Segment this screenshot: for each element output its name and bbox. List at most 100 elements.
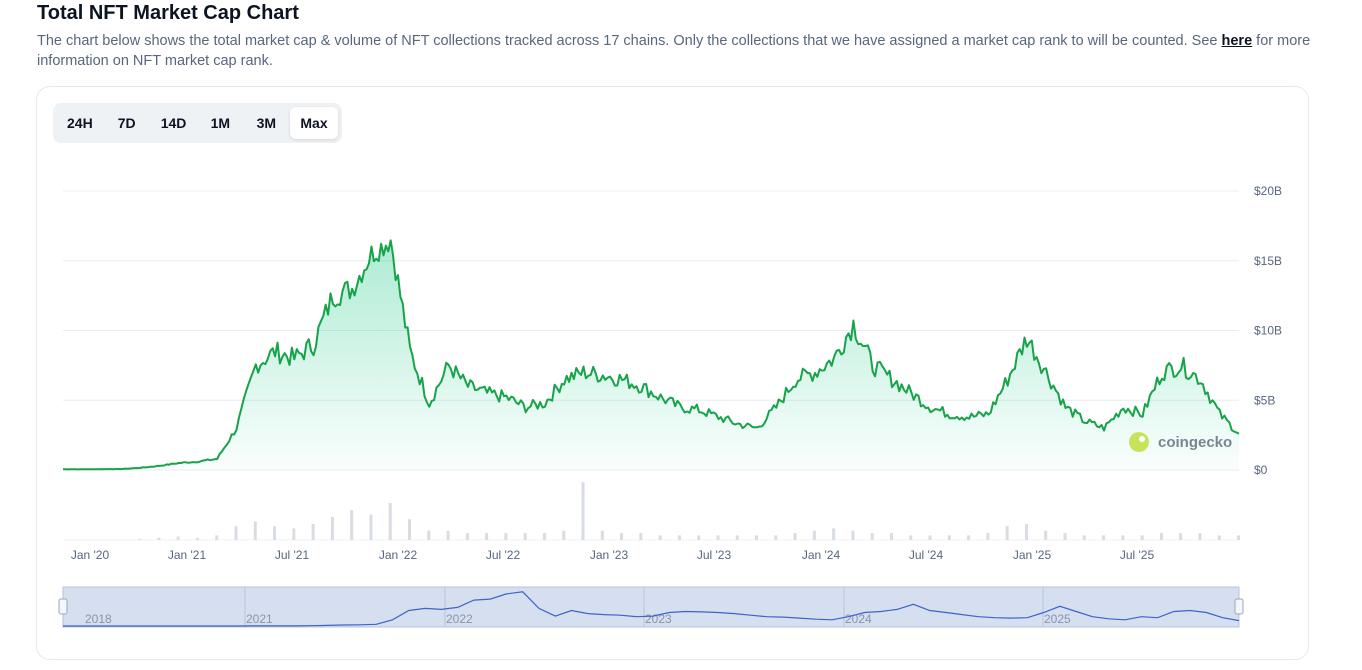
volume-bar [195,537,199,540]
navigator-tick-label: 2025 [1044,612,1071,626]
volume-bar [157,537,161,540]
volume-bar [138,538,142,540]
volume-bar [273,526,277,540]
volume-bar [832,528,836,540]
volume-bar [697,535,701,540]
range-navigator[interactable]: 2018 2021 2022 2023 2024 2025 [58,586,1244,628]
y-tick-label: $10B [1254,324,1282,338]
volume-bar [581,482,585,540]
market-cap-area [63,240,1239,470]
x-tick-label: Jul '24 [909,548,944,562]
volume-bar [523,533,527,540]
chart-description: The chart below shows the total market c… [37,31,1317,71]
coingecko-logo-eye-icon [1139,436,1145,442]
y-gridlines [63,190,1239,541]
volume-bar [253,521,257,540]
range-tab-max[interactable]: Max [290,107,338,139]
navigator-right-handle[interactable] [1234,598,1244,615]
description-text-end: for more information on NFT market cap r… [37,33,1311,69]
volume-bar [1237,535,1240,540]
volume-bar [986,533,990,540]
volume-bar [774,535,778,540]
volume-bar [562,530,566,540]
volume-bar [716,535,720,540]
coingecko-watermark: coingecko [1129,432,1232,452]
volume-bar [967,535,971,540]
x-tick-label: Jul '25 [1120,548,1155,562]
volume-bar [1063,533,1067,540]
volume-bar [928,535,932,540]
volume-bar [1179,533,1183,540]
volume-bar [851,530,855,540]
volume-bar [1217,535,1221,540]
range-tab-3m[interactable]: 3M [256,115,277,131]
volume-bar [427,530,431,540]
volume-bar [292,528,296,540]
volume-bar [465,533,469,540]
volume-bar [1159,533,1163,540]
volume-bar [620,533,624,540]
volume-bar [542,533,546,540]
navigator-left-handle[interactable] [58,598,68,615]
navigator-tick-label: 2018 [85,612,112,626]
time-range-tabs: 24H 7D 14D 1M 3M Max [53,103,342,143]
volume-bar [485,533,489,540]
y-tick-label: $5B [1254,393,1275,407]
volume-bar [1198,533,1202,540]
volume-bar [369,514,373,540]
volume-bar [1140,535,1144,540]
y-tick-label: $20B [1254,184,1282,198]
volume-bar [234,526,238,540]
x-tick-label: Jul '22 [486,548,521,562]
volume-bar [215,535,219,540]
volume-bar [311,523,315,540]
volume-bar [1121,535,1125,540]
volume-bar [1024,523,1028,540]
page-title: Total NFT Market Cap Chart [37,2,299,24]
volume-bar [408,519,412,540]
volume-bar [870,533,874,540]
x-tick-label: Jul '23 [697,548,732,562]
volume-bar [600,530,604,540]
x-tick-label: Jan '25 [1013,548,1052,562]
volume-bar [735,535,739,540]
volume-bars [138,482,1240,540]
y-tick-label: $0 [1254,463,1268,477]
volume-bar [330,516,334,540]
y-tick-label: $15B [1254,254,1282,268]
volume-bar [388,503,392,540]
x-tick-label: Jan '24 [802,548,841,562]
volume-bar [947,535,951,540]
volume-bar [350,510,354,540]
volume-bar [755,535,759,540]
range-tab-1m[interactable]: 1M [210,115,231,131]
x-axis-ticks: Jan '20 Jan '21 Jul '21 Jan '22 Jul '22 Jan '… [71,548,1155,562]
x-tick-label: Jan '20 [71,548,110,562]
volume-bar [793,533,797,540]
range-tab-7d[interactable]: 7D [117,115,136,131]
volume-bar [446,530,450,540]
volume-bar [677,535,681,540]
chart-card [36,86,1309,660]
volume-bar [1082,535,1086,540]
volume-bar [639,533,643,540]
volume-bar [1044,530,1048,540]
volume-bar [1102,535,1106,540]
watermark-text: coingecko [1158,434,1232,451]
range-tab-14d[interactable]: 14D [160,115,187,131]
volume-bar [504,533,508,540]
market-cap-line[interactable] [63,239,1240,471]
volume-bar [176,536,180,540]
market-cap-rank-link[interactable]: here [1221,33,1253,49]
y-axis-ticks: $20B $15B $10B $5B $0 [1254,184,1282,477]
navigator-tick-label: 2021 [246,612,273,626]
range-tab-24h[interactable]: 24H [67,115,93,131]
volume-bar [909,535,913,540]
navigator-tick-label: 2023 [645,612,672,626]
x-tick-label: Jul '21 [275,548,310,562]
volume-bar [812,530,816,540]
coingecko-logo-icon [1129,432,1149,452]
description-text: The chart below shows the total market c… [37,33,1222,49]
volume-bar [658,535,662,540]
